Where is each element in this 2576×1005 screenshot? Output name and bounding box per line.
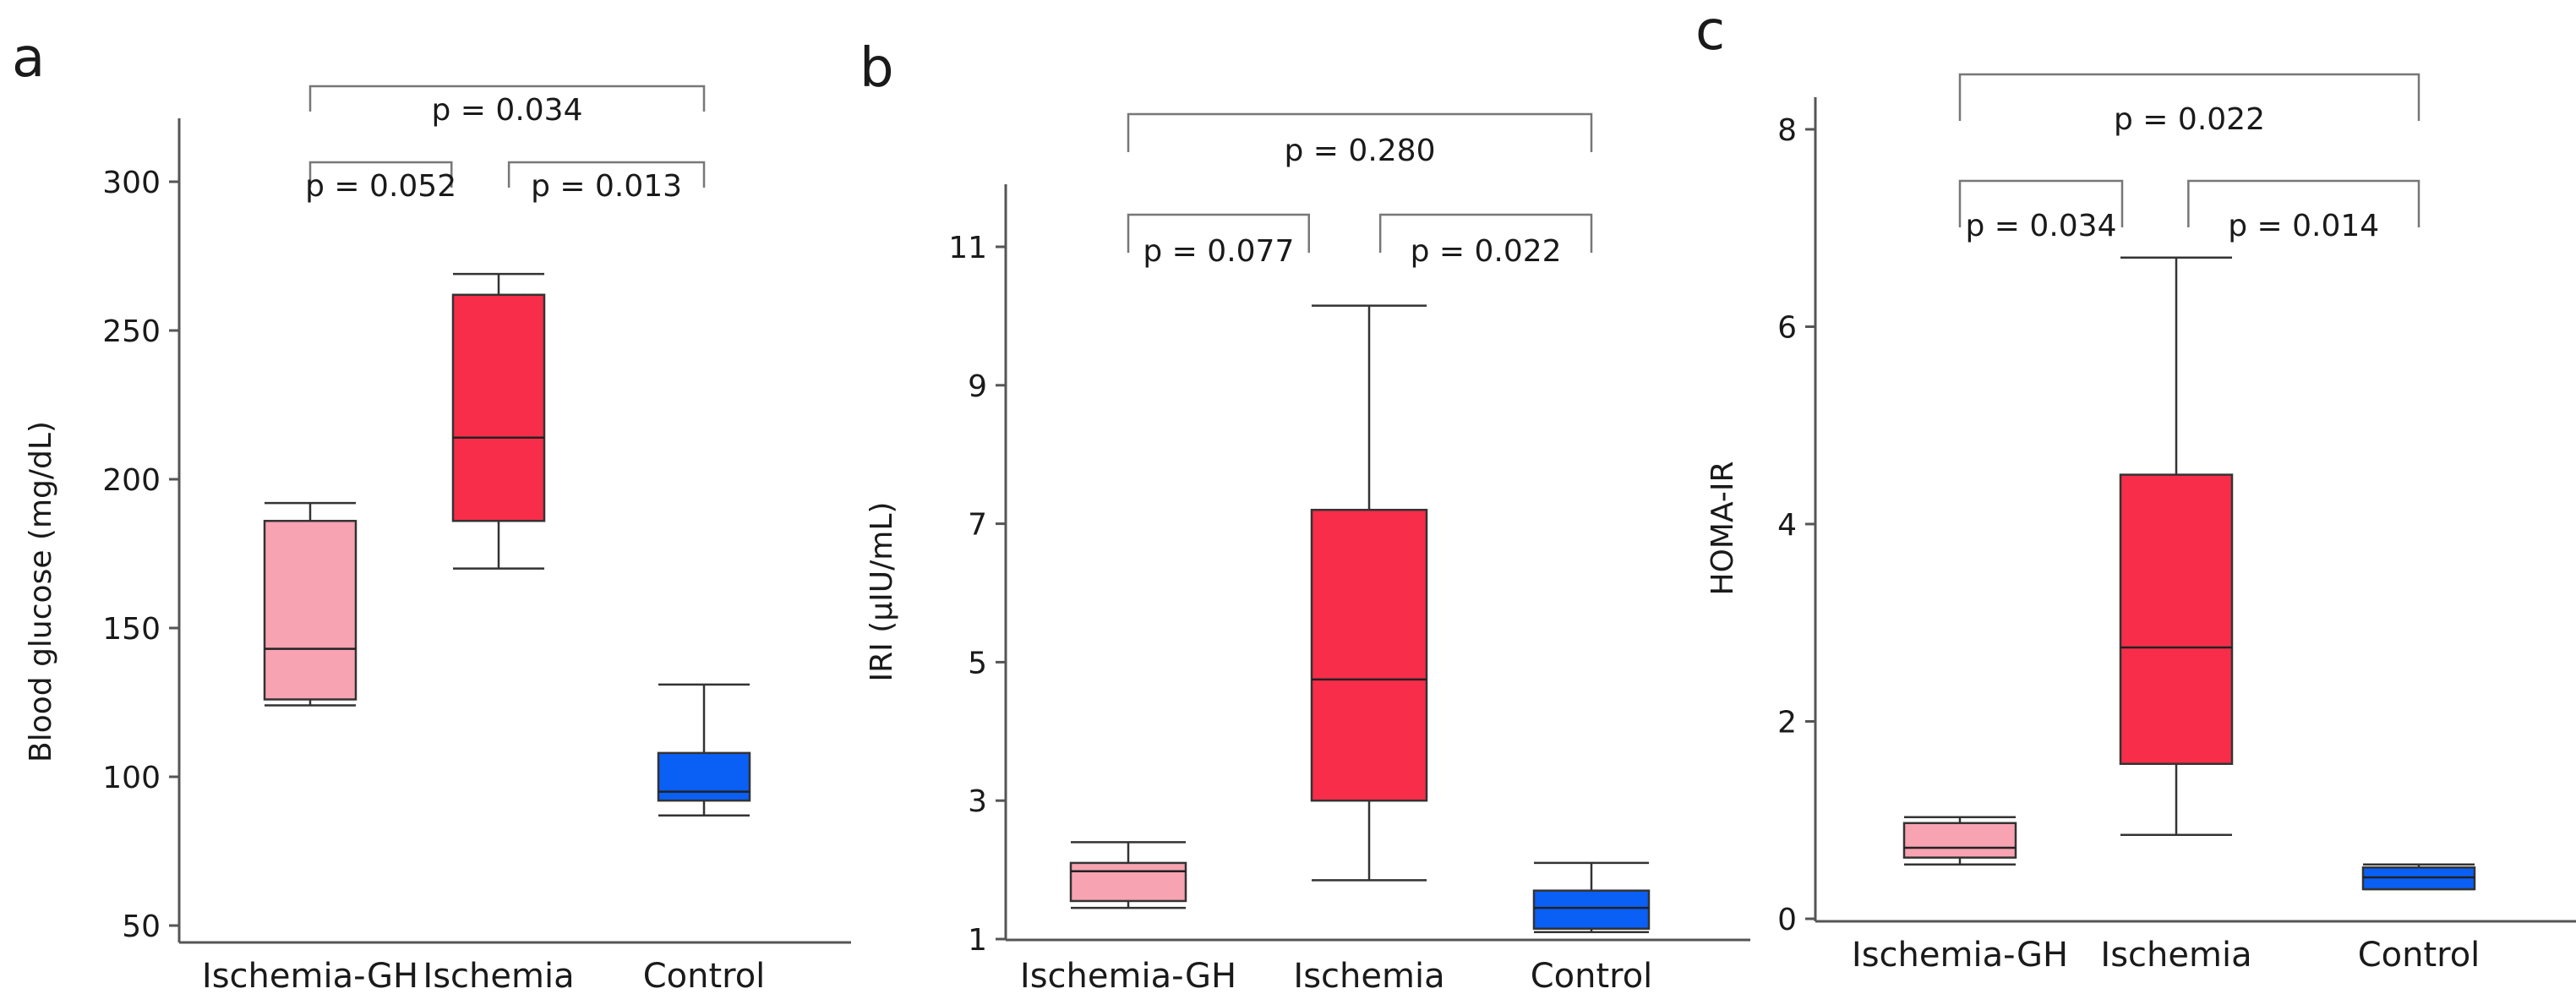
x-category-label: Ischemia-GH bbox=[202, 957, 418, 996]
p-value-label: p = 0.280 bbox=[1285, 134, 1436, 168]
x-category-label: Control bbox=[1531, 957, 1653, 996]
y-tick-label: 1 bbox=[968, 923, 987, 958]
bracket-line bbox=[1127, 213, 1310, 253]
panel-label: c bbox=[1695, 0, 1725, 63]
x-category-label: Ischemia bbox=[2100, 936, 2251, 975]
y-tick-label: 250 bbox=[102, 314, 161, 349]
box-body bbox=[1532, 889, 1651, 930]
box-body bbox=[2119, 473, 2234, 765]
panel-c: c 0 2 4 6 8 HOMA-IR Ischemia-GH Ischemia Control p… bbox=[1695, 0, 2576, 975]
significance-bracket: p = 0.052 bbox=[305, 161, 456, 204]
box-control bbox=[2361, 863, 2476, 891]
y-tick-label: 11 bbox=[948, 231, 987, 265]
bracket-line bbox=[308, 85, 706, 112]
box-body bbox=[1902, 822, 2017, 859]
box-ischemia-gh bbox=[263, 501, 357, 707]
bracket-line bbox=[507, 161, 706, 188]
y-tick-label: 5 bbox=[968, 646, 987, 680]
significance-bracket: p = 0.280 bbox=[1127, 112, 1593, 168]
box-body bbox=[263, 520, 357, 701]
significance-bracket: p = 0.014 bbox=[2187, 179, 2420, 243]
bracket-line bbox=[1127, 112, 1593, 152]
x-category-label: Ischemia-GH bbox=[1020, 957, 1236, 996]
y-tick-label: 0 bbox=[1777, 903, 1797, 937]
box-ischemia bbox=[1310, 304, 1428, 882]
y-tick-label: 4 bbox=[1777, 508, 1797, 543]
y-tick-label: 2 bbox=[1777, 706, 1797, 740]
p-value-label: p = 0.034 bbox=[1966, 209, 2117, 243]
significance-bracket: p = 0.077 bbox=[1127, 213, 1310, 269]
p-value-label: p = 0.014 bbox=[2228, 209, 2379, 243]
y-tick-label: 200 bbox=[102, 463, 161, 498]
bracket-line bbox=[2187, 179, 2420, 227]
box-body bbox=[451, 293, 546, 522]
box-control bbox=[657, 683, 751, 817]
x-category-label: Control bbox=[2358, 936, 2480, 975]
box-body bbox=[1069, 861, 1187, 903]
box-ischemia bbox=[2119, 256, 2234, 837]
x-category-label: Ischemia-GH bbox=[1852, 936, 2068, 975]
panel-a: a 50 100 150 200 250 300 Blood glucose (mg/dL) I… bbox=[12, 27, 851, 996]
y-tick-label: 6 bbox=[1777, 311, 1797, 346]
p-value-label: p = 0.022 bbox=[1411, 234, 1562, 269]
significance-bracket: p = 0.013 bbox=[507, 161, 706, 204]
panel-label: a bbox=[12, 27, 45, 90]
x-category-label: Control bbox=[643, 957, 766, 996]
significance-bracket: p = 0.034 bbox=[1958, 179, 2124, 243]
panel-label: b bbox=[860, 37, 894, 100]
significance-bracket: p = 0.034 bbox=[308, 85, 706, 128]
p-value-label: p = 0.034 bbox=[432, 93, 583, 128]
y-tick-label: 100 bbox=[102, 761, 161, 795]
y-tick-label: 9 bbox=[968, 369, 987, 404]
y-tick-label: 3 bbox=[968, 784, 987, 819]
bracket-line bbox=[1378, 213, 1593, 253]
bracket-line bbox=[1958, 73, 2420, 121]
box-body bbox=[657, 751, 751, 802]
box-ischemia bbox=[451, 272, 546, 570]
box-ischemia-gh bbox=[1902, 816, 2017, 866]
y-tick-label: 150 bbox=[102, 612, 161, 647]
y-tick-label: 7 bbox=[968, 508, 987, 543]
y-axis-label: Blood glucose (mg/dL) bbox=[24, 421, 58, 762]
y-tick-label: 50 bbox=[122, 909, 161, 944]
box-ischemia-gh bbox=[1069, 841, 1187, 909]
y-tick-label: 8 bbox=[1777, 113, 1797, 148]
significance-bracket: p = 0.022 bbox=[1378, 213, 1593, 269]
p-value-label: p = 0.077 bbox=[1143, 234, 1294, 269]
box-body bbox=[1310, 508, 1428, 802]
bracket-line bbox=[308, 161, 453, 188]
box-control bbox=[1532, 861, 1651, 934]
x-category-label: Ischemia bbox=[1293, 957, 1444, 996]
panel-b: b 1 3 5 7 9 11 IRI (μIU/mL) Ischemia-GH Ischemia C… bbox=[860, 37, 1750, 996]
y-axis-label: IRI (μIU/mL) bbox=[865, 502, 899, 682]
y-axis-label: HOMA-IR bbox=[1706, 462, 1740, 596]
y-tick-label: 300 bbox=[102, 166, 161, 200]
p-value-label: p = 0.052 bbox=[305, 169, 456, 204]
x-category-label: Ischemia bbox=[423, 957, 574, 996]
bracket-line bbox=[1958, 179, 2124, 227]
p-value-label: p = 0.022 bbox=[2114, 102, 2265, 137]
p-value-label: p = 0.013 bbox=[531, 169, 682, 204]
significance-bracket: p = 0.022 bbox=[1958, 73, 2420, 137]
